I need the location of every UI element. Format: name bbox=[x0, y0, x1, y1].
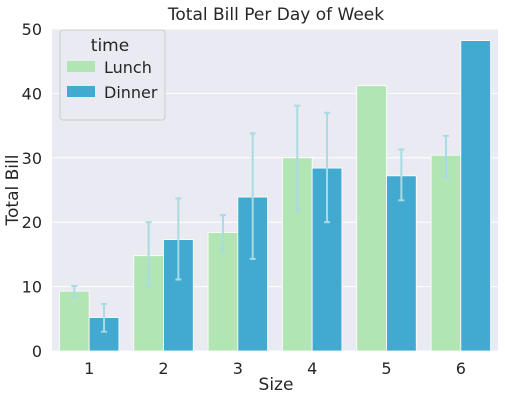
bar-lunch bbox=[59, 290, 90, 352]
legend-label-dinner: Dinner bbox=[104, 83, 158, 102]
x-tick-label: 4 bbox=[307, 359, 317, 378]
y-axis-label: Total Bill bbox=[3, 155, 23, 227]
x-tick-label: 6 bbox=[456, 359, 466, 378]
bar-dinner bbox=[460, 40, 491, 352]
x-tick-label: 3 bbox=[233, 359, 243, 378]
y-tick-label: 50 bbox=[22, 20, 42, 39]
gridlines bbox=[52, 28, 498, 352]
chart-title: Total Bill Per Day of Week bbox=[167, 5, 384, 25]
x-tick-label: 5 bbox=[381, 359, 391, 378]
y-tick-label: 30 bbox=[22, 149, 42, 168]
legend-box bbox=[59, 29, 166, 121]
x-tick-label: 1 bbox=[84, 359, 94, 378]
legend-swatch-dinner bbox=[67, 86, 95, 97]
bar-lunch bbox=[356, 85, 387, 352]
y-tick-label: 10 bbox=[22, 278, 42, 297]
y-tick-label: 0 bbox=[32, 342, 42, 361]
bar-lunch bbox=[430, 154, 462, 352]
y-tick-labels: 0 10 20 30 40 50 bbox=[22, 20, 42, 361]
legend-label-lunch: Lunch bbox=[104, 58, 152, 77]
x-tick-label: 2 bbox=[158, 359, 168, 378]
legend: time Lunch Dinner bbox=[59, 29, 166, 121]
legend-swatch-lunch bbox=[67, 61, 95, 72]
y-tick-label: 20 bbox=[22, 213, 42, 232]
bar-dinner bbox=[386, 175, 417, 352]
x-axis-label: Size bbox=[259, 375, 294, 395]
x-tick-labels: 1 2 3 4 5 6 bbox=[84, 359, 466, 378]
legend-title: time bbox=[91, 36, 129, 56]
y-tick-label: 40 bbox=[22, 84, 42, 103]
error-bars bbox=[71, 104, 449, 333]
